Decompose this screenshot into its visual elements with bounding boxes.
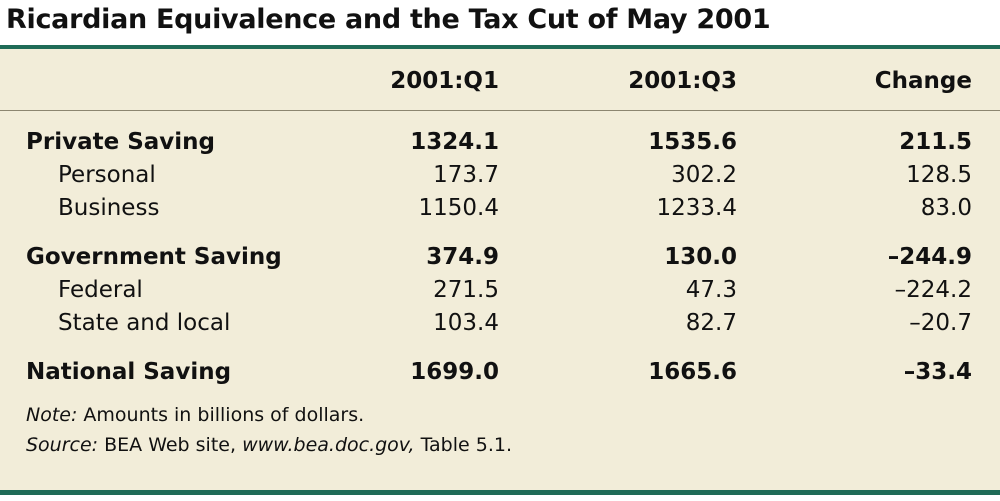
source-label: Source:: [26, 434, 99, 456]
column-header-change: Change: [874, 68, 972, 94]
cell-federal-q1: 271.5: [433, 277, 499, 303]
cell-personal-q3: 302.2: [671, 162, 737, 188]
cell-personal-change: 128.5: [906, 162, 972, 188]
cell-federal-q3: 47.3: [685, 277, 737, 303]
note-text: Amounts in billions of dollars.: [77, 404, 365, 426]
column-header-q1: 2001:Q1: [390, 68, 499, 94]
cell-government-saving-q1: 374.9: [426, 244, 499, 270]
table-panel: 2001:Q1 2001:Q3 Change Private Saving 13…: [0, 49, 1000, 490]
table-title: Ricardian Equivalence and the Tax Cut of…: [6, 4, 771, 35]
cell-state-and-local-q3: 82.7: [685, 310, 737, 336]
cell-private-saving-q3: 1535.6: [648, 129, 737, 155]
source-text-before: BEA Web site,: [98, 434, 243, 456]
cell-national-saving-q1: 1699.0: [410, 359, 499, 385]
cell-government-saving-q3: 130.0: [664, 244, 737, 270]
cell-personal-q1: 173.7: [433, 162, 499, 188]
bottom-rule: [0, 490, 1000, 495]
note-label: Note:: [26, 404, 78, 426]
cell-business-q1: 1150.4: [418, 195, 499, 221]
row-label-federal: Federal: [58, 277, 143, 303]
cell-business-change: 83.0: [920, 195, 972, 221]
row-label-private-saving: Private Saving: [26, 129, 215, 155]
row-label-personal: Personal: [58, 162, 156, 188]
cell-national-saving-change: –33.4: [903, 359, 972, 385]
source-text-after: Table 5.1.: [414, 434, 512, 456]
column-header-q3: 2001:Q3: [628, 68, 737, 94]
cell-state-and-local-change: –20.7: [909, 310, 972, 336]
cell-state-and-local-q1: 103.4: [433, 310, 499, 336]
row-label-national-saving: National Saving: [26, 359, 232, 385]
cell-government-saving-change: –244.9: [887, 244, 972, 270]
source-url: www.bea.doc.gov,: [242, 434, 415, 456]
cell-national-saving-q3: 1665.6: [648, 359, 737, 385]
cell-private-saving-q1: 1324.1: [410, 129, 499, 155]
row-label-state-and-local: State and local: [58, 310, 231, 336]
cell-federal-change: –224.2: [894, 277, 972, 303]
row-label-business: Business: [58, 195, 160, 221]
header-row: 2001:Q1 2001:Q3 Change: [0, 49, 1000, 111]
table-note: Note: Amounts in billions of dollars.: [26, 402, 364, 428]
cell-private-saving-change: 211.5: [899, 129, 972, 155]
cell-business-q3: 1233.4: [656, 195, 737, 221]
table-source: Source: BEA Web site, www.bea.doc.gov, T…: [26, 432, 512, 458]
top-rule: [0, 45, 1000, 49]
row-label-government-saving: Government Saving: [26, 244, 282, 270]
